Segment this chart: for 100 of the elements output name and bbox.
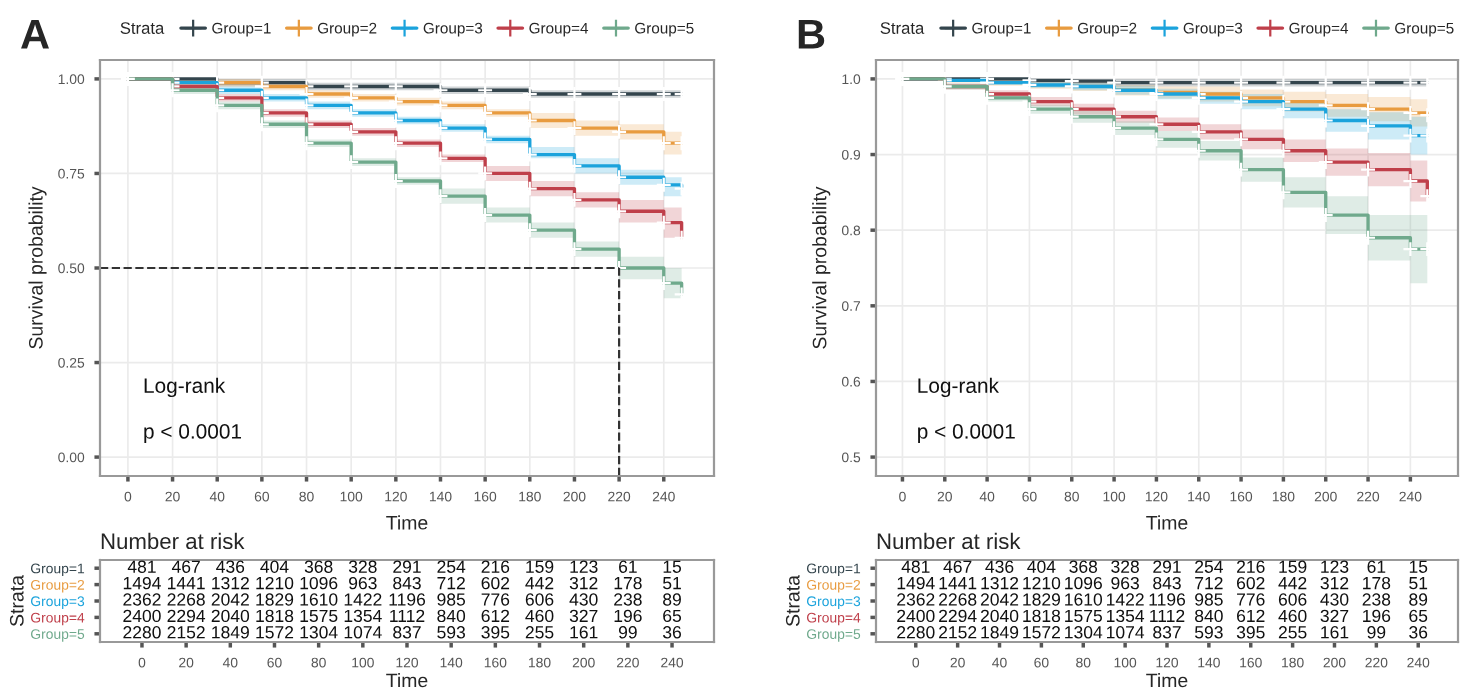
data-label: 254 xyxy=(437,560,466,573)
data-label: 1494 xyxy=(897,576,935,590)
data-label: 2042 xyxy=(980,593,1019,606)
data-label: 1304 xyxy=(300,626,338,639)
data-label: 61 xyxy=(619,560,637,573)
data-label: 15 xyxy=(663,560,682,573)
data-label: 442 xyxy=(1278,576,1307,590)
data-label: 1354 xyxy=(344,609,382,623)
data-label: 395 xyxy=(1236,626,1265,639)
chart-title: Number at risk xyxy=(101,532,245,550)
data-label: 436 xyxy=(985,560,1014,573)
data-label: 196 xyxy=(1363,609,1391,623)
data-label: 776 xyxy=(1237,593,1265,606)
data-label: 327 xyxy=(1320,609,1349,623)
data-label: 1196 xyxy=(389,593,426,606)
data-label: 843 xyxy=(393,576,421,590)
y-axis-title: Survival probability xyxy=(812,186,831,349)
data-label: 963 xyxy=(1111,576,1139,590)
y-axis-title: Strata xyxy=(785,575,800,627)
data-label: 467 xyxy=(943,560,972,573)
data-label: 404 xyxy=(260,560,289,573)
data-label: 712 xyxy=(437,576,465,590)
data-label: 2040 xyxy=(211,609,250,623)
data-label: 1354 xyxy=(1107,609,1145,623)
data-label: 178 xyxy=(1363,576,1391,590)
data-label: 291 xyxy=(1153,560,1181,573)
data-label: 51 xyxy=(1409,577,1428,590)
data-label: 15 xyxy=(1409,560,1428,573)
data-label: 2152 xyxy=(939,626,977,639)
data-label: 602 xyxy=(481,576,510,590)
data-label: 328 xyxy=(348,560,377,573)
data-label: 2040 xyxy=(980,609,1019,623)
data-label: 460 xyxy=(525,609,554,623)
data-label: 1112 xyxy=(1150,609,1185,622)
data-label: 837 xyxy=(393,626,421,639)
data-label: 1818 xyxy=(1023,609,1061,623)
data-label: 460 xyxy=(1278,609,1307,623)
data-label: 1096 xyxy=(1065,576,1102,590)
data-label: 2400 xyxy=(897,609,935,623)
data-label: 430 xyxy=(1320,593,1349,606)
data-label: 606 xyxy=(525,593,554,606)
data-label: 1829 xyxy=(256,593,294,606)
annotation: Log-rank xyxy=(918,377,999,398)
data-label: 65 xyxy=(663,609,682,623)
data-label: 216 xyxy=(1237,560,1265,573)
data-label: 36 xyxy=(662,626,681,639)
data-label: 837 xyxy=(1153,626,1181,639)
x-axis-title: Time xyxy=(386,515,428,530)
data-label: 436 xyxy=(216,560,245,573)
data-label: 612 xyxy=(481,609,510,623)
data-label: 123 xyxy=(1321,560,1349,573)
data-label: 159 xyxy=(526,560,554,573)
data-label: 196 xyxy=(614,609,642,623)
data-label: 61 xyxy=(1367,560,1386,573)
data-label: 254 xyxy=(1195,560,1223,573)
data-label: 51 xyxy=(663,577,681,590)
data-label: 238 xyxy=(614,593,642,606)
data-label: 312 xyxy=(569,576,598,590)
data-label: 1610 xyxy=(300,593,338,606)
data-label: 123 xyxy=(570,560,598,573)
data-label: 159 xyxy=(1279,560,1307,573)
chart-title: A xyxy=(21,19,49,49)
data-label: 1829 xyxy=(1023,593,1061,606)
x-axis-title: Time xyxy=(1146,515,1188,530)
annotation: Log-rank xyxy=(144,377,226,398)
data-label: 1849 xyxy=(212,626,249,639)
data-label: 1575 xyxy=(1065,609,1102,623)
data-label: 1575 xyxy=(300,609,338,623)
data-label: 1304 xyxy=(1065,626,1103,639)
data-label: 1210 xyxy=(256,576,294,590)
data-label: 178 xyxy=(614,576,642,590)
data-label: 99 xyxy=(1367,626,1386,639)
data-label: 430 xyxy=(569,593,598,606)
data-label: 1422 xyxy=(344,593,382,606)
legend-title: Strata xyxy=(120,22,165,34)
data-label: 963 xyxy=(349,576,377,590)
data-label: 612 xyxy=(1237,609,1265,623)
data-label: 985 xyxy=(437,593,466,606)
data-label: 606 xyxy=(1278,593,1307,606)
data-label: 602 xyxy=(1237,576,1265,590)
data-label: 2268 xyxy=(939,593,977,606)
data-label: 291 xyxy=(393,560,421,573)
data-label: 1572 xyxy=(256,626,294,639)
data-label: 1196 xyxy=(1149,593,1186,606)
data-label: 1312 xyxy=(981,576,1019,590)
chart-title: B xyxy=(798,19,825,49)
data-label: 1312 xyxy=(212,576,249,590)
data-label: 2362 xyxy=(897,593,935,606)
y-axis-title: Strata xyxy=(9,575,24,627)
data-label: 99 xyxy=(618,626,637,639)
data-label: 161 xyxy=(1321,626,1349,639)
data-label: 2268 xyxy=(167,593,205,606)
data-label: 2294 xyxy=(939,609,977,623)
data-label: 65 xyxy=(1409,609,1428,623)
data-label: 1112 xyxy=(390,609,425,622)
data-label: 2280 xyxy=(897,626,935,639)
data-label: 89 xyxy=(1409,593,1428,606)
data-label: 840 xyxy=(437,609,466,623)
data-label: 1494 xyxy=(123,576,161,590)
data-label: 161 xyxy=(570,626,598,639)
